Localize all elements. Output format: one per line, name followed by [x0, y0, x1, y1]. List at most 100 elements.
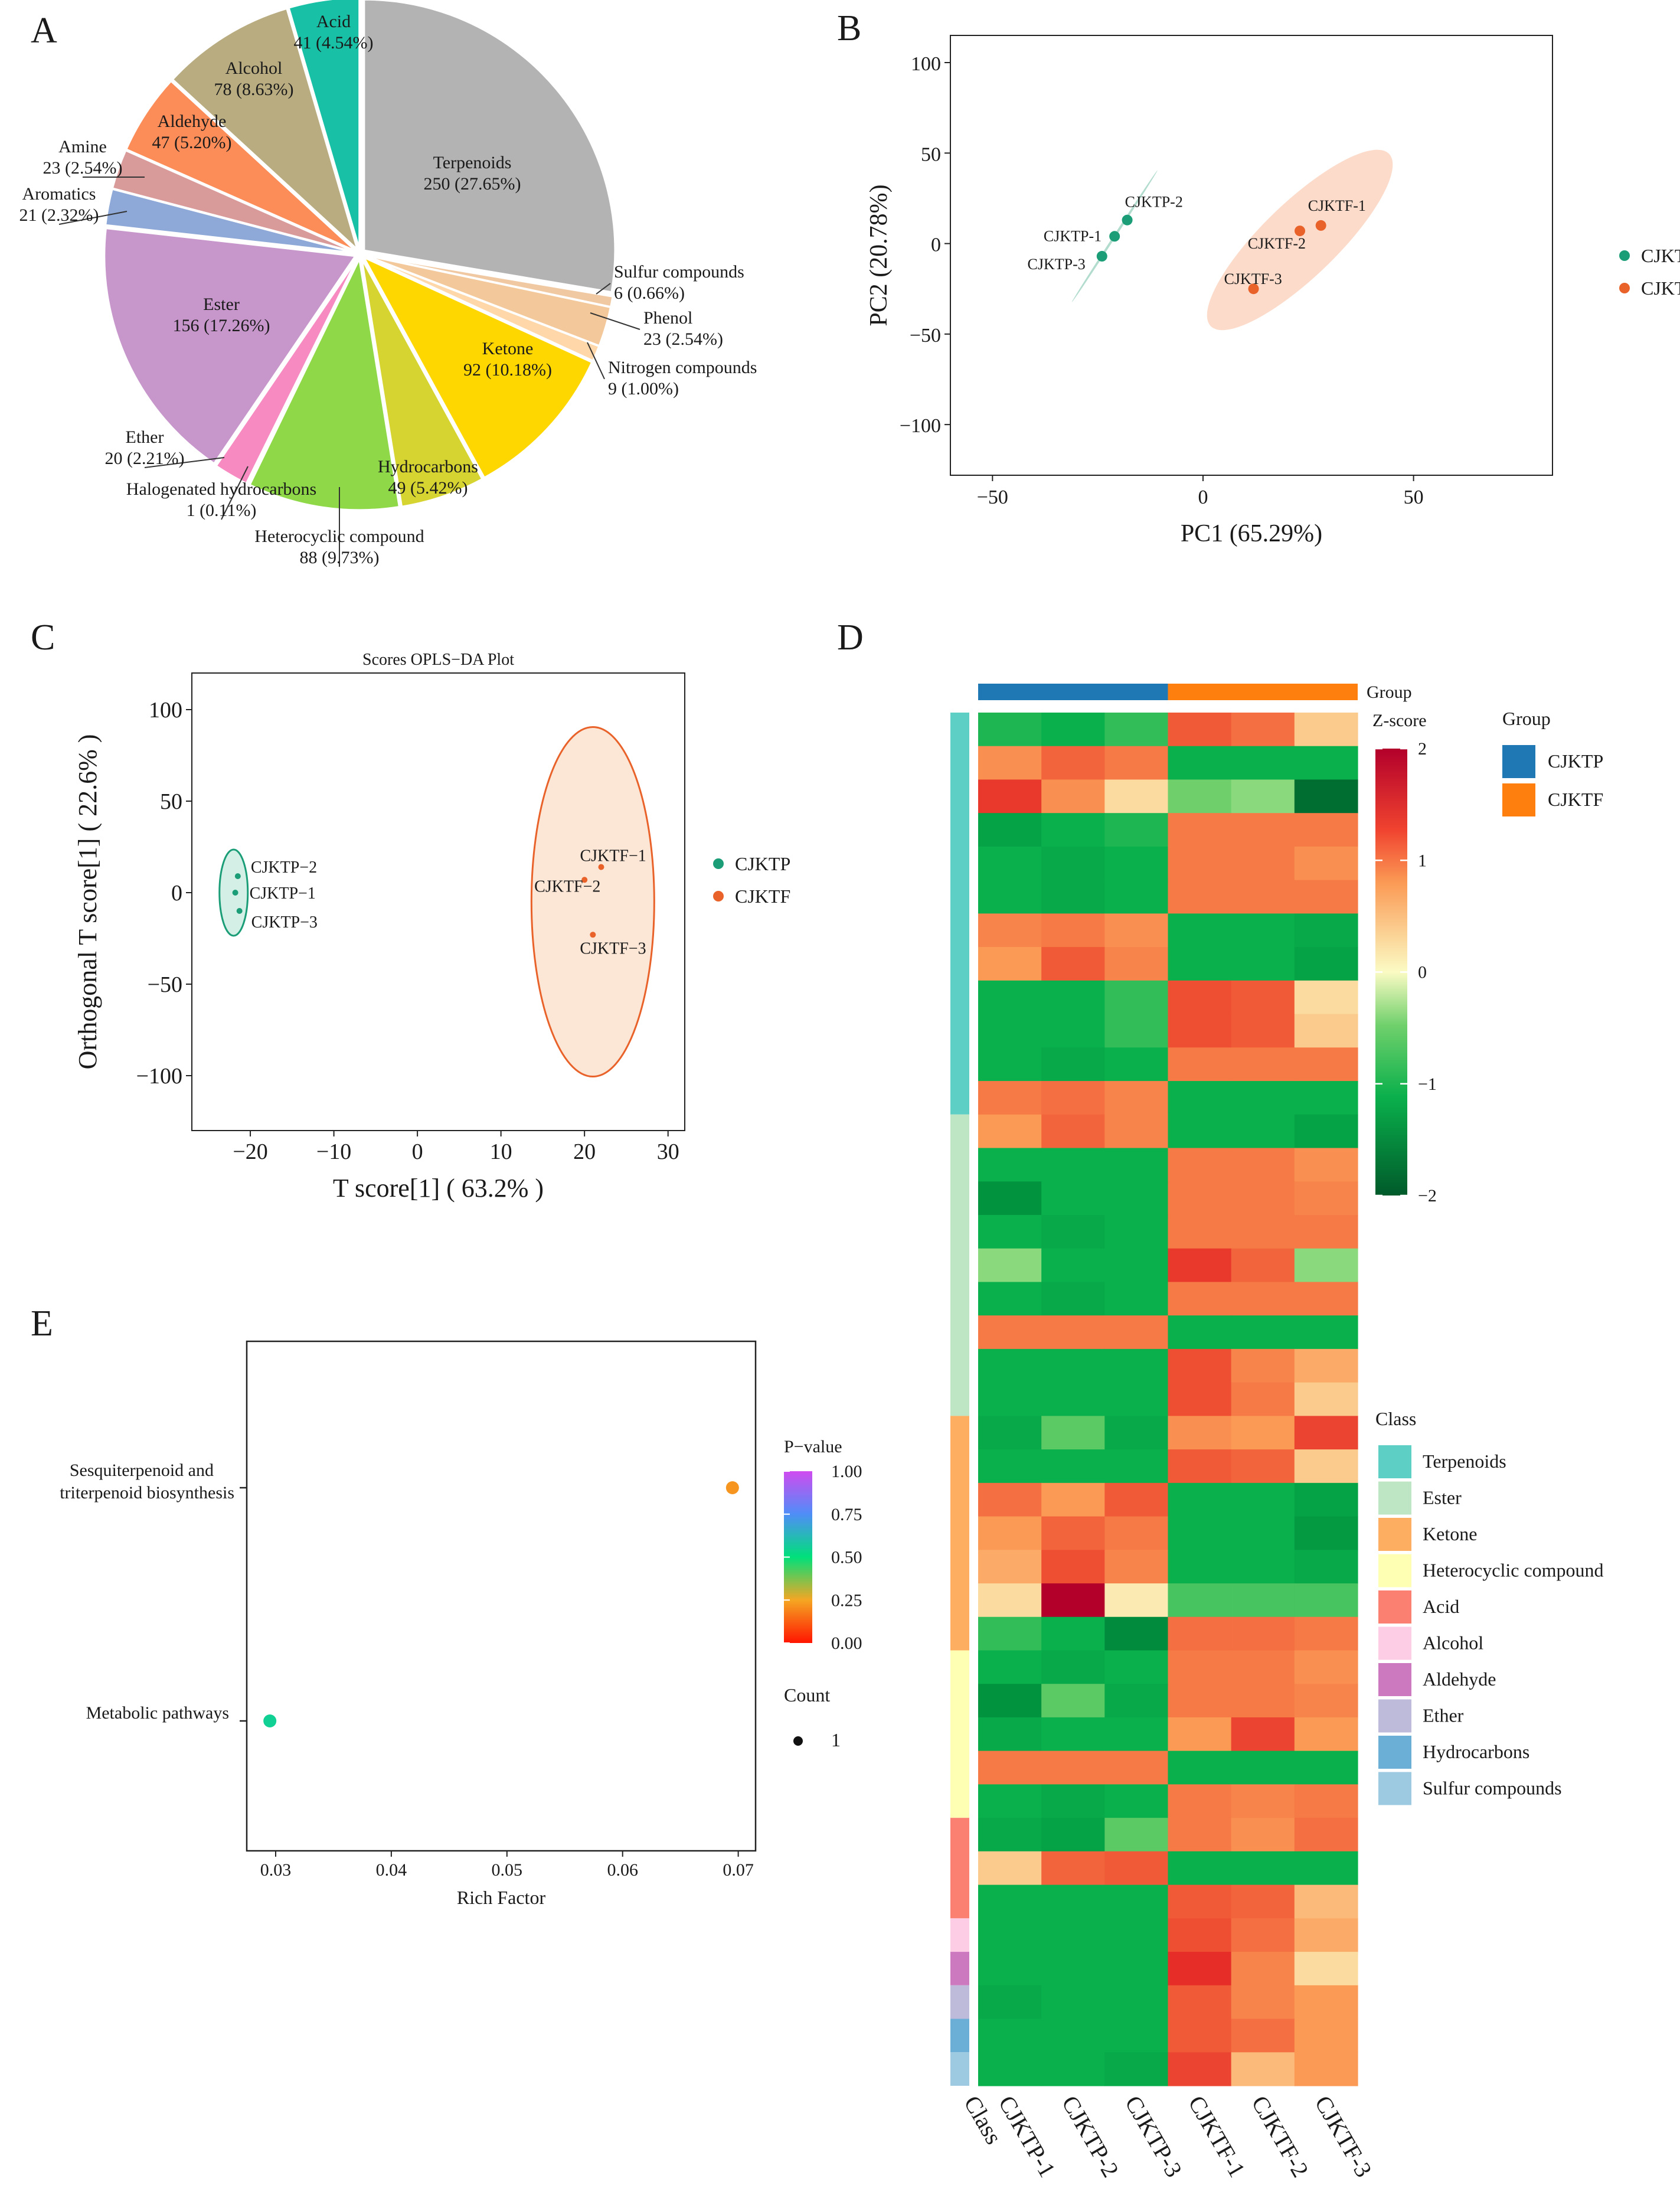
heatmap-cell — [1231, 2052, 1295, 2086]
pie-label-name: Nitrogen compounds — [608, 358, 757, 377]
heatmap-cell — [978, 1784, 1042, 1818]
point-label: CJKTF-2 — [1248, 235, 1306, 252]
plot-frame — [950, 35, 1553, 476]
group-legend-swatch — [1502, 783, 1535, 816]
heatmap-cell — [1231, 1884, 1295, 1919]
heatmap-cell — [1041, 846, 1105, 881]
pie-label-name: Terpenoids — [433, 153, 512, 172]
legend-label: CJKTP — [735, 853, 790, 874]
heatmap-cell — [1231, 1918, 1295, 1952]
heatmap-cell — [1168, 1214, 1232, 1249]
point-label: CJKTP−1 — [250, 884, 316, 903]
heatmap-cell — [1294, 880, 1358, 914]
pie-slice — [363, 0, 616, 293]
heatmap-cell — [1168, 947, 1232, 981]
legend-swatch — [713, 858, 724, 869]
heatmap-cell — [1168, 1952, 1232, 1986]
heatmap-cell — [1231, 1348, 1295, 1383]
heatmap-cell — [1041, 1382, 1105, 1416]
heatmap-cell — [1294, 1348, 1358, 1383]
heatmap-cell — [1231, 1181, 1295, 1216]
heatmap-cell — [1168, 1382, 1232, 1416]
heatmap-cell — [1104, 880, 1169, 914]
legend-label: CJKTF — [735, 886, 790, 907]
zscore-title: Z-score — [1372, 711, 1427, 730]
heatmap-cell — [978, 1282, 1042, 1316]
x-tick-label: 20 — [573, 1139, 596, 1164]
class-axis-label: Class — [959, 2091, 1007, 2149]
y-tick-label: −50 — [910, 325, 941, 347]
heatmap-cell — [1168, 813, 1232, 847]
count-legend-symbol — [793, 1736, 803, 1746]
x-tick-label: 0.05 — [492, 1860, 523, 1880]
heatmap-cell — [978, 1148, 1042, 1182]
heatmap-cell — [978, 1181, 1042, 1216]
zscore-tick-label: −1 — [1418, 1074, 1437, 1094]
pie-slice — [111, 149, 356, 253]
heatmap-cell — [1104, 1114, 1169, 1149]
x-tick-label: 50 — [1404, 486, 1424, 508]
heatmap-cell — [1231, 1148, 1295, 1182]
pie-label-value: 6 (0.66%) — [614, 283, 685, 303]
heatmap-cell — [1294, 1148, 1358, 1182]
heatmap-cell — [978, 980, 1042, 1015]
heatmap-cell — [1041, 1348, 1105, 1383]
heatmap-cell — [978, 1616, 1042, 1651]
class-legend-label: Terpenoids — [1423, 1451, 1506, 1472]
data-point — [232, 890, 238, 896]
pie-label-name: Heterocyclic compound — [254, 527, 424, 546]
pie-label-value: 47 (5.20%) — [152, 133, 232, 152]
pvalue-tick-label: 0.25 — [831, 1590, 862, 1610]
heatmap-cell — [1168, 1650, 1232, 1684]
column-label: CJKTP-2 — [1057, 2091, 1125, 2181]
heatmap-cell — [1041, 913, 1105, 948]
count-legend-title: Count — [784, 1684, 830, 1706]
heatmap-cell — [1294, 2052, 1358, 2086]
heatmap-cell — [1231, 947, 1295, 981]
group-legend-title: Group — [1502, 708, 1551, 729]
pie-slice — [362, 255, 593, 479]
heatmap-cell — [1041, 1114, 1105, 1149]
heatmap-cell — [1041, 746, 1105, 780]
heatmap-cell — [1231, 1214, 1295, 1249]
pie-label-name: Phenol — [643, 308, 692, 328]
count-legend-label: 1 — [831, 1729, 841, 1750]
heatmap-cell — [978, 779, 1042, 814]
heatmap-cell — [1168, 2052, 1232, 2086]
x-tick-label: 0.06 — [607, 1860, 638, 1880]
heatmap-cell — [978, 1114, 1042, 1149]
heatmap-cell — [978, 1482, 1042, 1517]
heatmap-cell — [978, 913, 1042, 948]
heatmap-cell — [1168, 1750, 1232, 1785]
heatmap-cell — [1168, 1684, 1232, 1718]
heatmap-cell — [1294, 980, 1358, 1015]
legend-label: CJKTF — [1641, 277, 1680, 299]
heatmap-cell — [978, 1516, 1042, 1550]
pie-label-value: 1 (0.11%) — [187, 501, 257, 520]
x-tick-label: 0 — [412, 1139, 423, 1164]
heatmap-cell — [1294, 947, 1358, 981]
heatmap-cell — [1168, 880, 1232, 914]
heatmap-cell — [1168, 1248, 1232, 1283]
heatmap-cell — [1231, 880, 1295, 914]
data-point — [1096, 251, 1107, 262]
pie-leader-line — [590, 312, 640, 330]
pie-label-name: Ether — [126, 427, 164, 447]
x-tick-label: 0.07 — [723, 1860, 754, 1880]
heatmap-cell — [1231, 1583, 1295, 1618]
heatmap-cell — [1231, 846, 1295, 881]
heatmap-cell — [1294, 913, 1358, 948]
y-category-label: Sesquiterpenoid and — [70, 1461, 214, 1480]
heatmap-d: GroupClassCJKTP-1CJKTP-2CJKTP-3CJKTF-1CJ… — [950, 682, 1604, 2181]
heatmap-cell — [978, 1952, 1042, 1986]
pie-label-value: 20 (2.21%) — [105, 449, 185, 468]
heatmap-cell — [1104, 1583, 1169, 1618]
class-strip-segment — [950, 1918, 969, 1952]
pie-label-value: 23 (2.54%) — [643, 329, 723, 349]
heatmap-cell — [978, 1014, 1042, 1048]
heatmap-cell — [1294, 1482, 1358, 1517]
point-label: CJKTP-1 — [1044, 227, 1102, 244]
heatmap-cell — [1168, 1047, 1232, 1082]
pie-label-name: Aldehyde — [158, 112, 227, 131]
